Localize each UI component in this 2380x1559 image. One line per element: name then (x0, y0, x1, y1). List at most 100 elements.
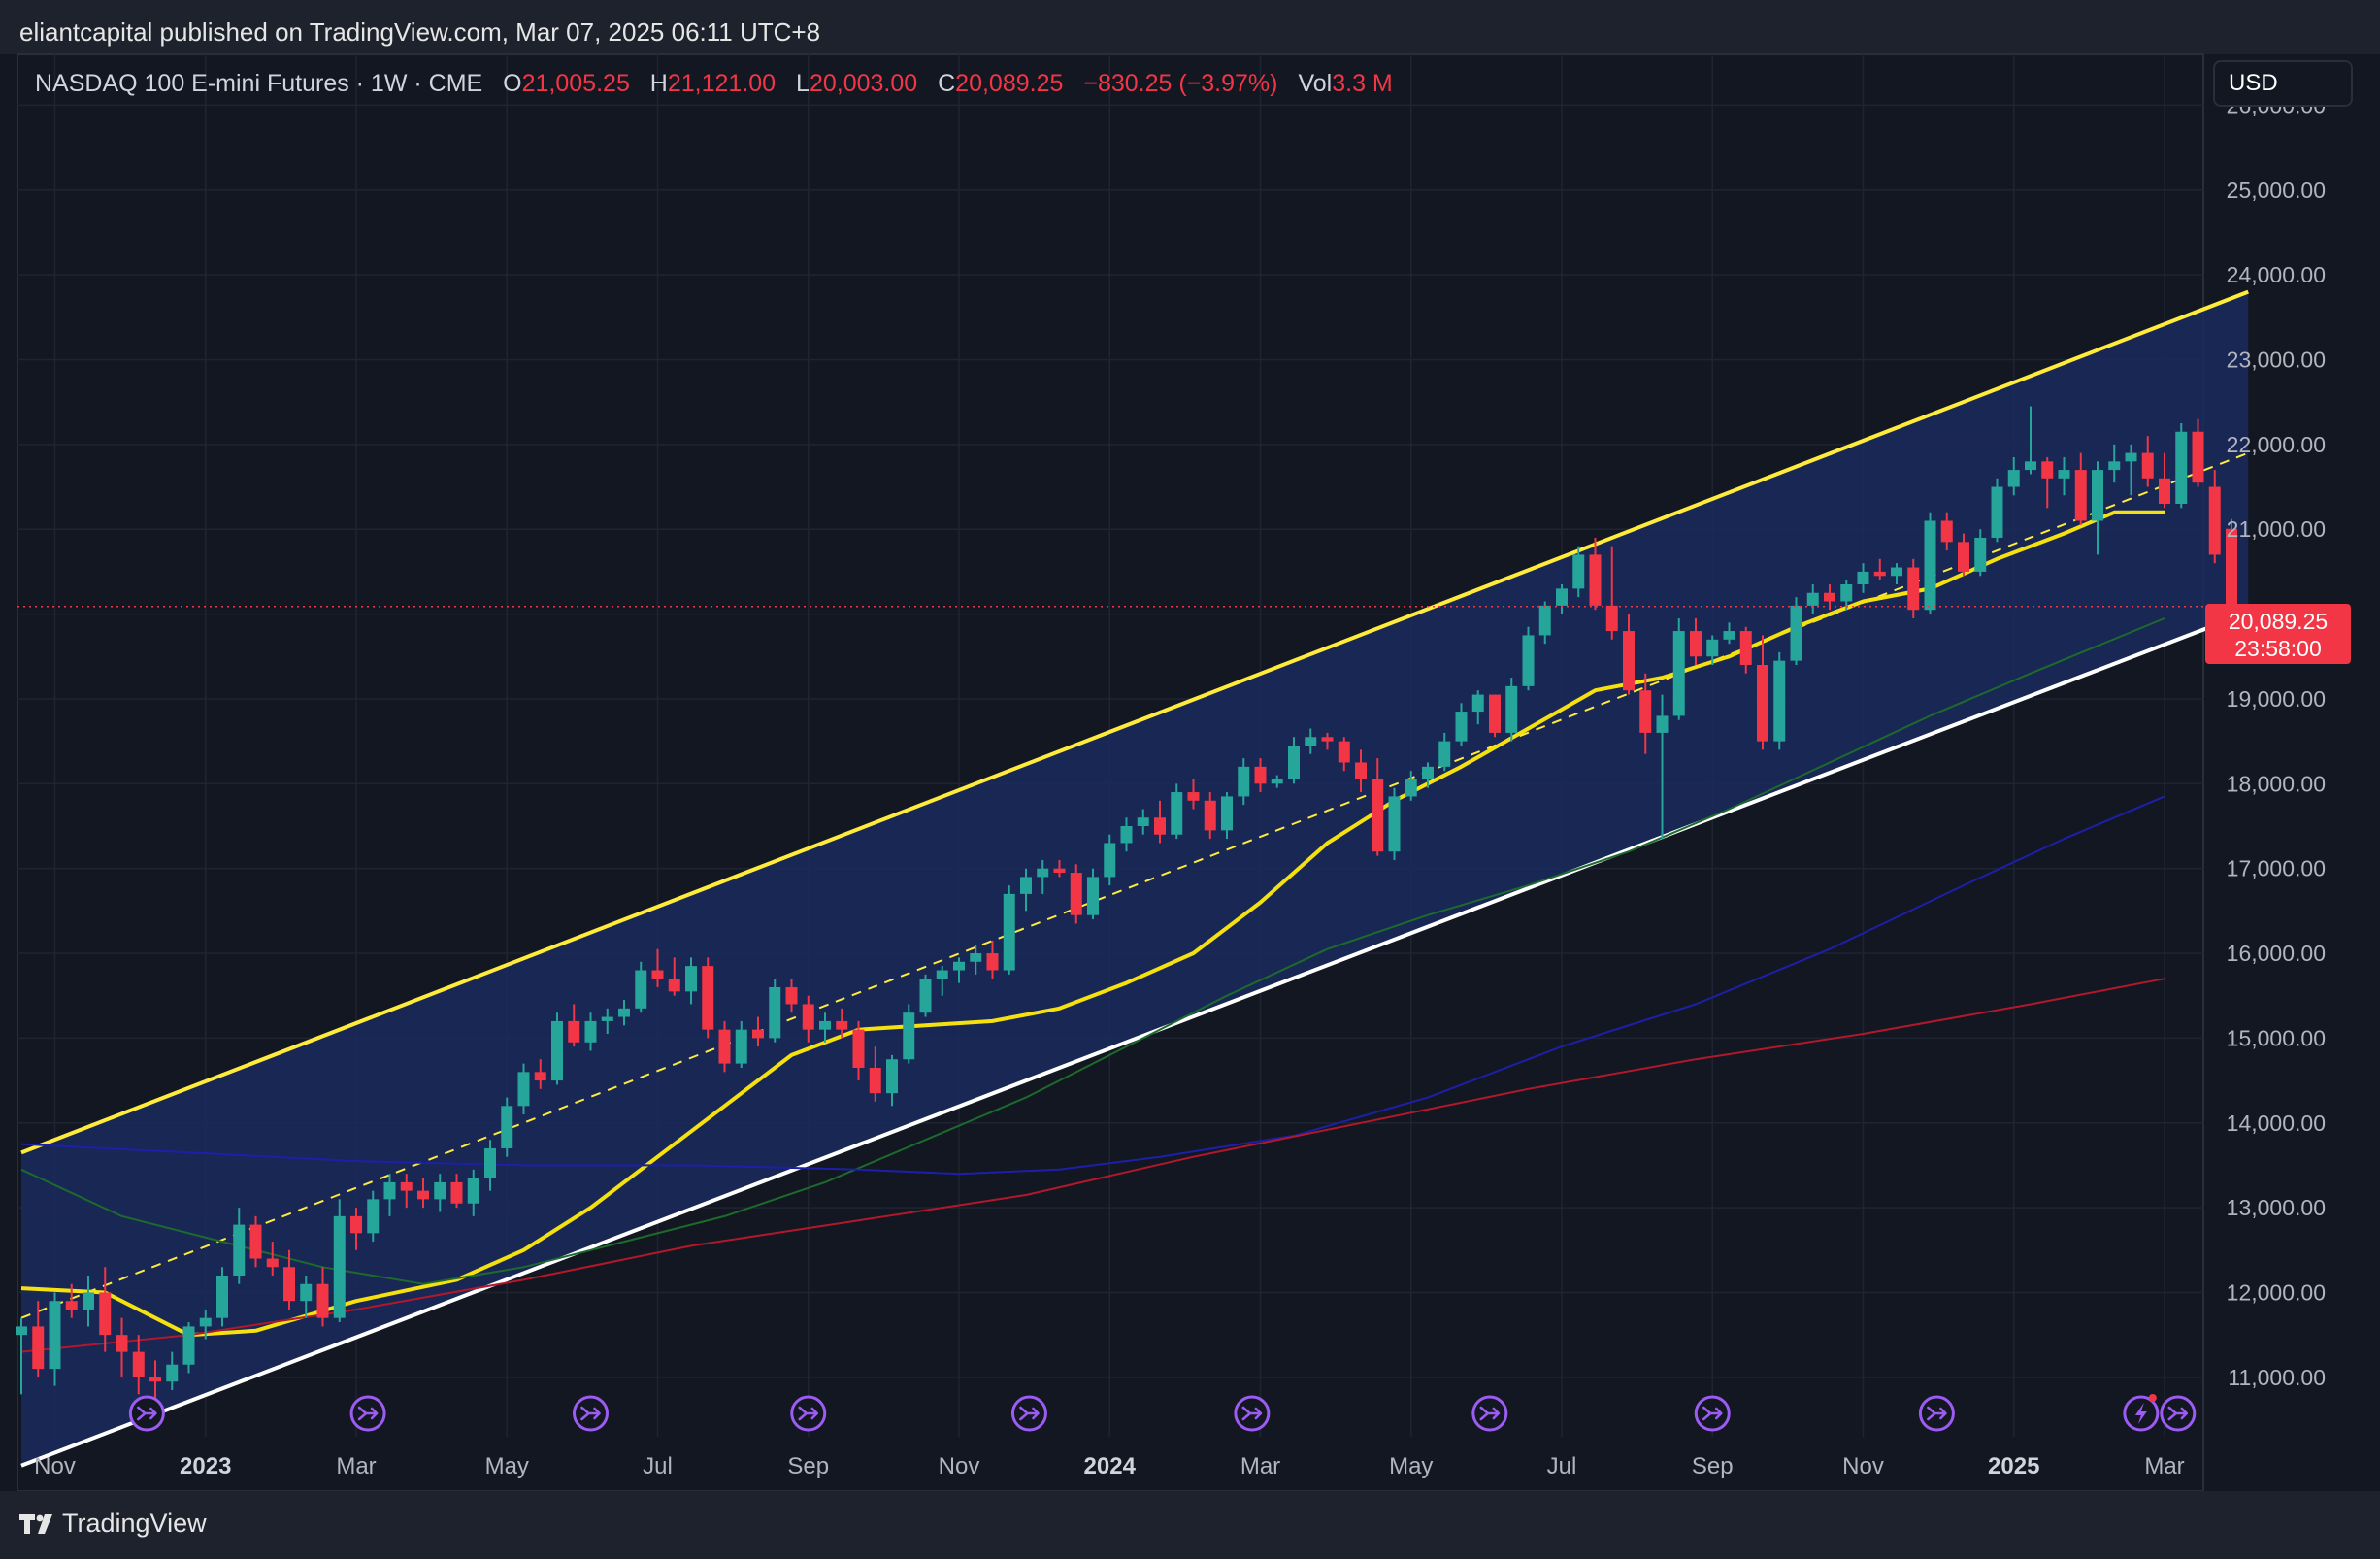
candle[interactable] (986, 940, 999, 979)
candle[interactable] (2108, 444, 2121, 483)
candle[interactable] (1254, 758, 1267, 793)
event-arrow-icon[interactable] (573, 1395, 609, 1432)
candle[interactable] (702, 957, 714, 1039)
candle[interactable] (1087, 868, 1099, 920)
candle[interactable] (32, 1301, 45, 1377)
candle[interactable] (2092, 461, 2103, 555)
candle[interactable] (970, 945, 982, 975)
candle[interactable] (1974, 529, 1987, 577)
moving-average-line[interactable] (20, 510, 2165, 1338)
candle[interactable] (1589, 537, 1602, 611)
candle[interactable] (919, 974, 932, 1017)
candle[interactable] (1924, 512, 1936, 614)
candle[interactable] (1907, 558, 1920, 618)
event-arrow-icon[interactable] (790, 1395, 827, 1432)
candle[interactable] (2125, 444, 2137, 496)
candle[interactable] (1489, 694, 1501, 738)
candle[interactable] (2025, 406, 2036, 475)
candle[interactable] (1405, 771, 1417, 801)
candle[interactable] (1003, 885, 1015, 975)
candle[interactable] (501, 1097, 513, 1157)
candle[interactable] (1053, 859, 1066, 878)
candle[interactable] (1505, 678, 1518, 742)
candle[interactable] (2058, 456, 2070, 496)
candle[interactable] (1522, 626, 1535, 691)
event-arrow-icon[interactable] (1234, 1395, 1271, 1432)
candle[interactable] (568, 1004, 580, 1047)
candle[interactable] (283, 1249, 295, 1310)
event-arrow-icon[interactable] (1694, 1395, 1731, 1432)
candle[interactable] (99, 1267, 112, 1352)
candle[interactable] (132, 1335, 145, 1395)
candlesticks[interactable] (16, 406, 2237, 1404)
candle[interactable] (651, 948, 664, 987)
candle[interactable] (16, 1317, 27, 1395)
candle[interactable] (1538, 601, 1551, 645)
moving-average-line[interactable] (20, 795, 2165, 1176)
time-axis[interactable]: Nov 2023 Mar May Jul Sep Nov 2024 Mar May Jul Sep No… (34, 1453, 2185, 1479)
candle[interactable] (149, 1360, 161, 1404)
candle[interactable] (182, 1322, 195, 1374)
candle[interactable] (1187, 779, 1200, 810)
candle[interactable] (1120, 817, 1133, 852)
candle[interactable] (1940, 512, 1953, 551)
candle[interactable] (1238, 758, 1250, 806)
event-arrow-icon[interactable] (349, 1395, 386, 1432)
candle[interactable] (450, 1174, 463, 1209)
candle[interactable] (1757, 635, 1768, 750)
candle[interactable] (2175, 423, 2188, 509)
candle[interactable] (350, 1208, 362, 1250)
candle[interactable] (735, 1020, 747, 1068)
candle[interactable] (1455, 703, 1468, 746)
candle[interactable] (1873, 558, 1886, 580)
candle[interactable] (2159, 452, 2170, 509)
candle[interactable] (685, 957, 697, 1005)
candle[interactable] (635, 961, 647, 1013)
candle[interactable] (1288, 737, 1300, 784)
candle[interactable] (769, 979, 781, 1043)
currency-selector[interactable]: USD (2213, 60, 2353, 107)
candle[interactable] (2141, 436, 2154, 487)
moving-average-line[interactable] (20, 978, 2165, 1353)
candle[interactable] (1321, 732, 1334, 750)
candle[interactable] (1171, 783, 1183, 840)
candle[interactable] (1773, 651, 1786, 750)
candle[interactable] (1891, 563, 1902, 585)
symbol-title[interactable]: NASDAQ 100 E-mini Futures · 1W · CME (35, 70, 483, 97)
candle[interactable] (400, 1174, 413, 1209)
candle[interactable] (1639, 673, 1652, 754)
candle[interactable] (1857, 563, 1869, 593)
candle[interactable] (1806, 584, 1819, 614)
candle[interactable] (1338, 737, 1350, 772)
candle[interactable] (2074, 452, 2087, 525)
candle[interactable] (2226, 518, 2237, 614)
channel-upper-line[interactable] (20, 289, 2249, 1155)
candle[interactable] (1790, 597, 1802, 666)
candle[interactable] (2007, 456, 2020, 496)
candle[interactable] (802, 995, 814, 1043)
candle[interactable] (1388, 787, 1401, 860)
candle[interactable] (1723, 622, 1735, 645)
candle[interactable] (166, 1351, 179, 1390)
candle[interactable] (266, 1242, 279, 1277)
event-arrow-icon[interactable] (1471, 1395, 1508, 1432)
candle[interactable] (534, 1059, 546, 1089)
channel-lower-line[interactable] (20, 610, 2249, 1468)
candle[interactable] (434, 1174, 446, 1212)
candle[interactable] (2192, 418, 2204, 487)
candle[interactable] (886, 1054, 898, 1107)
candle[interactable] (1739, 626, 1752, 674)
candle[interactable] (618, 1000, 630, 1026)
candle[interactable] (216, 1267, 228, 1327)
event-arrow-icon[interactable] (1010, 1395, 1047, 1432)
candle[interactable] (83, 1276, 94, 1327)
candle[interactable] (601, 1008, 613, 1035)
event-markers[interactable] (128, 1394, 2197, 1432)
candle[interactable] (936, 966, 948, 996)
candle[interactable] (199, 1309, 212, 1340)
candle[interactable] (333, 1199, 346, 1323)
candle[interactable] (1605, 546, 1618, 640)
candle[interactable] (1572, 546, 1585, 598)
candle[interactable] (484, 1140, 496, 1191)
candle[interactable] (1656, 694, 1669, 840)
